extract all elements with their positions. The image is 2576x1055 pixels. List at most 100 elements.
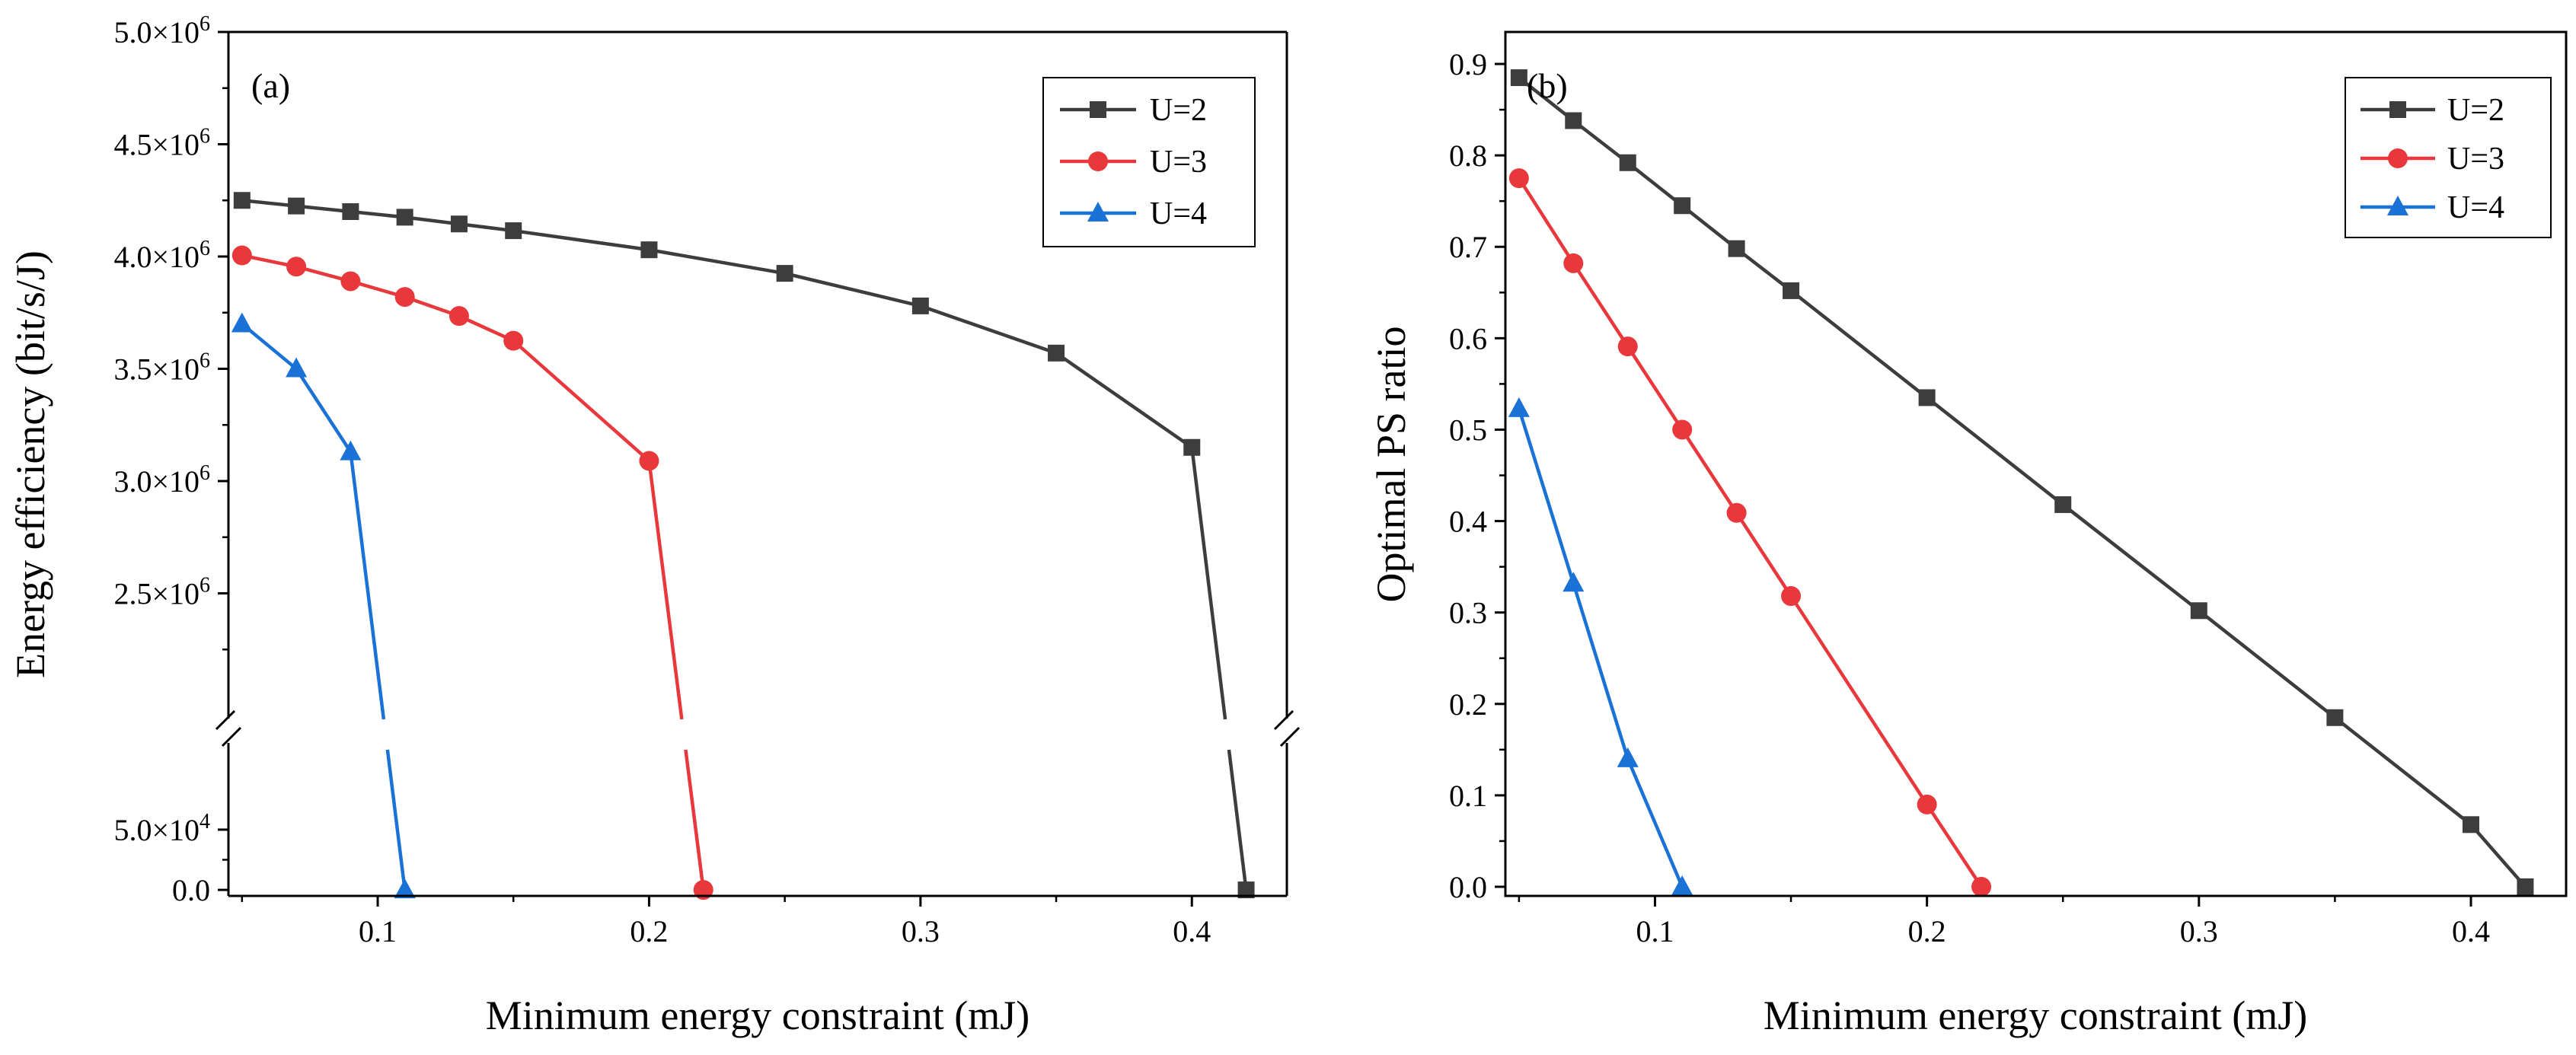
data-point-b-U=3-5	[1781, 586, 1802, 607]
series-b-U=4	[1508, 397, 1693, 895]
series-line-a-U=2	[920, 304, 1057, 355]
legend-label-a-U=2: U=2	[1150, 93, 1207, 128]
data-point-a-U=2-5	[505, 222, 522, 240]
series-line-a-U=3	[684, 749, 705, 891]
panel-label-a: (a)	[251, 66, 290, 105]
data-point-b-U=4-3	[1671, 875, 1693, 895]
legend-label-a-U=4: U=4	[1150, 196, 1207, 231]
y-tick-label-a: 3.0×106	[113, 461, 210, 499]
x-tick-label-b: 0.4	[2452, 914, 2490, 948]
data-point-b-U=3-7	[1971, 876, 1992, 897]
series-line-a-U=2	[241, 199, 297, 208]
y-tick-label-b: 0.4	[1449, 505, 1487, 539]
y-tick-label-b: 0.6	[1449, 321, 1487, 355]
legend-label-b-U=3: U=3	[2447, 142, 2504, 177]
y-tick-label-a: 3.5×106	[113, 349, 210, 387]
axis-break-mark-right-a	[1279, 726, 1301, 747]
x-tick-label-a: 0.4	[1173, 914, 1211, 948]
data-point-a-U=3-0	[231, 245, 252, 266]
data-point-a-U=2-6	[640, 241, 658, 259]
series-line-b-U=3	[1517, 177, 1983, 888]
series-line-a-U=4	[295, 368, 353, 453]
chart-panel-a: 0.1 0.2 0.3 0.4 2.5×106 3.0×106 3.5×106 4.0×106…	[8, 12, 1301, 1038]
series-line-a-U=3	[512, 339, 650, 463]
legend-b: U=2 U=3 U=4	[2345, 77, 2552, 238]
data-point-b-U=2-11	[2517, 878, 2534, 895]
data-point-a-U=2-2	[342, 203, 359, 220]
legend-marker-b-U=4	[2387, 196, 2408, 215]
data-point-b-U=2-10	[2462, 816, 2479, 833]
data-point-a-U=4-1	[286, 357, 308, 378]
data-point-a-U=2-11	[1237, 881, 1255, 899]
legend-label-b-U=2: U=2	[2447, 93, 2504, 128]
data-point-b-U=2-2	[1619, 154, 1636, 171]
series-b-U=2	[1510, 69, 2534, 895]
data-point-b-U=2-3	[1674, 197, 1691, 215]
legend-marker-b-U=2	[2389, 101, 2406, 118]
data-point-b-U=3-1	[1563, 253, 1584, 273]
data-point-a-U=3-6	[639, 451, 659, 471]
y-tick-label-a: 4.0×106	[113, 237, 210, 274]
series-line-a-U=2	[458, 222, 514, 233]
data-point-b-U=4-0	[1508, 397, 1530, 417]
data-point-b-U=3-0	[1508, 168, 1529, 189]
plot-frame-b	[1504, 30, 2568, 897]
series-line-a-U=2	[784, 271, 921, 308]
data-point-b-U=3-4	[1726, 502, 1747, 523]
legend-marker-a-U=3	[1088, 151, 1108, 171]
series-line-b-U=2	[1518, 76, 2527, 888]
y-tick-label-a: 5.0×104	[113, 810, 210, 847]
y-tick-label-b: 0.0	[1449, 870, 1487, 904]
x-tick-label-b: 0.2	[1908, 914, 1946, 948]
series-line-a-U=2	[1227, 749, 1248, 891]
series-line-b-U=4	[1517, 408, 1684, 888]
x-tick-label-a: 0.1	[359, 914, 397, 948]
series-line-a-U=4	[385, 749, 407, 891]
y-tick-label-b: 0.1	[1449, 779, 1487, 813]
data-point-a-U=4-3	[394, 878, 416, 899]
data-point-b-U=2-4	[1728, 240, 1745, 257]
legend-marker-a-U=2	[1090, 101, 1106, 118]
series-a-U=2	[233, 192, 1255, 899]
y-tick-label-a: 4.5×106	[113, 125, 210, 162]
axis-break-mark-left-a	[221, 726, 242, 747]
y-axis-label-a: Energy efficiency (bit/s/J)	[8, 250, 53, 678]
data-point-b-U=2-9	[2326, 709, 2344, 726]
axis-break-mark-right-a	[1273, 709, 1294, 731]
series-line-a-U=3	[458, 314, 515, 343]
data-point-a-U=4-0	[231, 312, 253, 333]
x-tick-label-a: 0.2	[630, 914, 668, 948]
y-tick-label-b: 0.7	[1449, 230, 1487, 264]
series-line-a-U=2	[1190, 447, 1227, 720]
series-line-a-U=2	[512, 228, 650, 252]
x-axis-label-b: Minimum energy constraint (mJ)	[1764, 993, 2307, 1038]
data-point-b-U=3-6	[1917, 794, 1937, 814]
data-point-b-U=2-7	[2054, 496, 2072, 513]
data-point-a-U=2-8	[911, 297, 929, 314]
data-point-b-U=2-5	[1783, 282, 1800, 299]
data-point-a-U=3-2	[340, 271, 361, 292]
series-line-a-U=2	[404, 215, 460, 226]
data-point-b-U=2-0	[1510, 69, 1527, 87]
data-point-a-U=4-2	[340, 440, 362, 461]
chart-panel-b: 0.1 0.2 0.3 0.4 0.0 0.1 0.2 0.3 0.4 0.5 0.6 0.7 0.8 0…	[1368, 30, 2568, 1038]
y-tick-label-a: 5.0×106	[113, 12, 210, 49]
data-point-b-U=3-2	[1617, 336, 1638, 357]
axis-break-mark-left-a	[215, 709, 236, 731]
data-point-b-U=4-1	[1563, 572, 1585, 592]
x-tick-label-b: 0.1	[1636, 914, 1674, 948]
series-line-a-U=2	[1055, 352, 1193, 449]
y-tick-label-b: 0.3	[1449, 596, 1487, 630]
data-point-a-U=3-3	[394, 287, 415, 308]
data-point-a-U=2-7	[776, 265, 793, 282]
x-tick-label-a: 0.3	[902, 914, 940, 948]
data-point-a-U=2-10	[1183, 438, 1201, 456]
data-point-a-U=2-4	[450, 215, 468, 233]
y-tick-label-b: 0.5	[1449, 413, 1487, 447]
y-tick-label-b: 0.9	[1449, 47, 1487, 81]
y-tick-label-a: 2.5×106	[113, 574, 210, 611]
data-point-b-U=2-8	[2190, 602, 2207, 620]
data-point-a-U=2-3	[396, 209, 413, 226]
legend-label-b-U=4: U=4	[2447, 190, 2504, 225]
series-line-a-U=3	[647, 461, 684, 720]
